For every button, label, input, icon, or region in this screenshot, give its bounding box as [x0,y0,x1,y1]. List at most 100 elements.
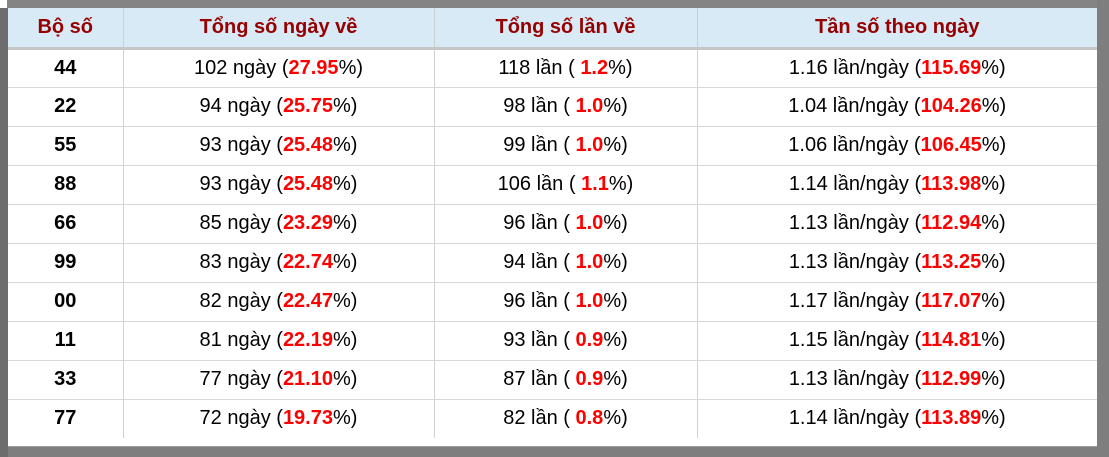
frequency-close-paren: %) [981,56,1006,79]
frequency-text: 1.15 lần/ngày ( [788,329,922,351]
times-close-paren: %) [603,329,628,351]
table-row: 77 72 ngày (19.73%) 82 lần ( 0.8%) 1.14 … [8,399,1097,438]
pair-number-cell: 44 [8,48,124,88]
total-days-cell: 102 ngày (27.95%) [123,48,435,88]
frequency-percent: 113.98 [921,173,982,195]
frequency-cell: 1.06 lần/ngày (106.45%) [697,126,1097,166]
frequency-text: 1.14 lần/ngày ( [788,407,922,430]
table-row: 99 83 ngày (22.74%) 94 lần ( 1.0%) 1.13 … [8,243,1097,283]
times-percent: 0.8 [575,407,604,430]
table-row: 66 85 ngày (23.29%) 96 lần ( 1.0%) 1.13 … [8,204,1097,244]
times-close-paren: %) [603,368,628,390]
times-text: 96 lần ( [503,212,576,234]
days-percent: 23.29 [282,212,333,234]
days-close-paren: %) [333,290,358,312]
days-close-paren: %) [333,407,358,430]
times-text: 96 lần ( [503,290,576,312]
days-close-paren: %) [338,56,364,79]
days-close-paren: %) [333,368,358,390]
frequency-text: 1.17 lần/ngày ( [788,290,922,312]
frequency-close-paren: %) [981,329,1006,351]
days-text: 94 ngày ( [199,95,283,117]
times-text: 106 lần ( [497,173,582,195]
table-row: 11 81 ngày (22.19%) 93 lần ( 0.9%) 1.15 … [8,321,1097,361]
frame-bottom-border[interactable] [8,446,1097,457]
days-percent: 22.19 [282,329,333,351]
pair-statistics-table: Bộ số Tổng số ngày về Tổng số lần về Tần… [8,8,1097,438]
table-row: 55 93 ngày (25.48%) 99 lần ( 1.0%) 1.06 … [8,126,1097,166]
frequency-cell: 1.17 lần/ngày (117.07%) [697,282,1097,322]
pair-number-cell: 33 [8,360,124,400]
frequency-close-paren: %) [981,95,1007,117]
frequency-close-paren: %) [981,290,1006,312]
frequency-text: 1.13 lần/ngày ( [788,212,922,234]
frequency-close-paren: %) [981,251,1006,273]
days-close-paren: %) [333,134,358,156]
days-text: 82 ngày ( [199,290,283,312]
frequency-text: 1.06 lần/ngày ( [788,134,921,156]
total-times-cell: 96 lần ( 1.0%) [434,204,698,244]
frame-right-border[interactable] [1097,0,1109,457]
header-total-days: Tổng số ngày về [123,8,435,50]
total-days-cell: 83 ngày (22.74%) [123,243,435,283]
total-times-cell: 106 lần ( 1.1%) [434,165,698,205]
frequency-close-paren: %) [981,407,1006,430]
frequency-close-paren: %) [981,212,1006,234]
days-percent: 25.75 [282,95,333,117]
times-text: 87 lần ( [503,368,576,390]
days-text: 83 ngày ( [199,251,283,273]
frame-top-border [7,0,1097,8]
days-percent: 25.48 [282,173,333,195]
days-percent: 22.74 [282,251,333,273]
days-text: 93 ngày ( [199,134,283,156]
total-days-cell: 93 ngày (25.48%) [123,165,435,205]
times-percent: 0.9 [575,368,604,390]
days-text: 81 ngày ( [199,329,283,351]
pair-number-cell: 22 [8,87,124,127]
times-close-paren: %) [603,407,628,430]
frequency-percent: 117.07 [921,290,982,312]
frequency-cell: 1.14 lần/ngày (113.89%) [697,399,1097,438]
pair-number-cell: 99 [8,243,124,283]
days-close-paren: %) [333,95,358,117]
frequency-close-paren: %) [981,173,1006,195]
days-percent: 25.48 [282,134,333,156]
pair-number-cell: 88 [8,165,124,205]
table-row: 44 102 ngày (27.95%) 118 lần ( 1.2%) 1.1… [8,48,1097,88]
times-close-paren: %) [603,95,628,117]
frequency-close-paren: %) [981,134,1007,156]
frequency-percent: 115.69 [921,56,982,79]
days-text: 85 ngày ( [199,212,283,234]
table-row: 00 82 ngày (22.47%) 96 lần ( 1.0%) 1.17 … [8,282,1097,322]
frequency-percent: 112.94 [921,212,982,234]
stats-table-container: Bộ số Tổng số ngày về Tổng số lần về Tần… [8,8,1097,446]
frequency-percent: 113.25 [921,251,982,273]
days-close-paren: %) [333,173,358,195]
total-days-cell: 94 ngày (25.75%) [123,87,435,127]
header-pair-number: Bộ số [8,8,124,50]
frequency-text: 1.14 lần/ngày ( [788,173,922,195]
times-percent: 0.9 [575,329,604,351]
pair-number-cell: 11 [8,321,124,361]
pair-number-cell: 77 [8,399,124,438]
total-times-cell: 118 lần ( 1.2%) [434,48,698,88]
times-close-paren: %) [603,134,628,156]
total-times-cell: 99 lần ( 1.0%) [434,126,698,166]
total-days-cell: 77 ngày (21.10%) [123,360,435,400]
header-frequency-per-day: Tần số theo ngày [697,8,1097,50]
total-days-cell: 93 ngày (25.48%) [123,126,435,166]
header-total-times: Tổng số lần về [434,8,698,50]
frequency-text: 1.13 lần/ngày ( [788,251,922,273]
frequency-text: 1.16 lần/ngày ( [788,56,922,79]
times-close-paren: %) [603,251,628,273]
days-percent: 19.73 [282,407,333,430]
total-times-cell: 87 lần ( 0.9%) [434,360,698,400]
frequency-cell: 1.15 lần/ngày (114.81%) [697,321,1097,361]
times-percent: 1.0 [575,134,604,156]
times-text: 93 lần ( [503,329,576,351]
frequency-cell: 1.13 lần/ngày (112.94%) [697,204,1097,244]
frequency-text: 1.04 lần/ngày ( [788,95,921,117]
frequency-percent: 104.26 [920,95,982,117]
days-percent: 21.10 [282,368,333,390]
